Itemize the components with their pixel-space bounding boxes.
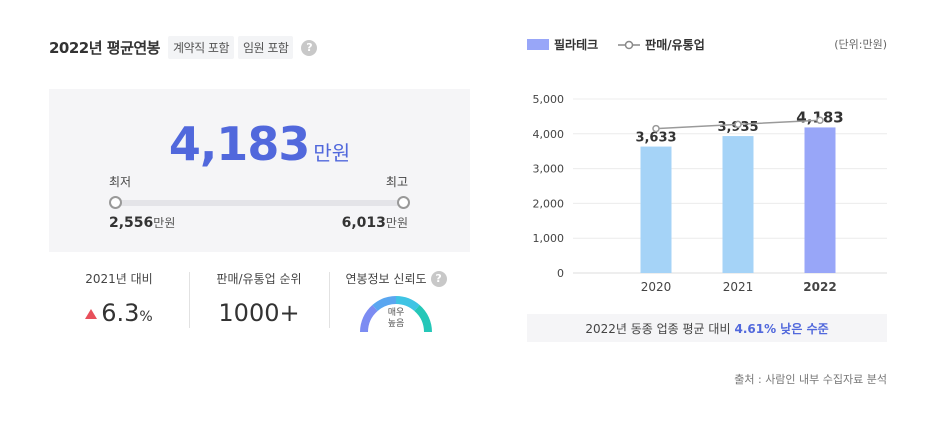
line-point [816, 116, 824, 124]
max-salary-unit: 만원 [385, 216, 408, 230]
y-tick-label: 0 [557, 267, 564, 280]
stat-reliability-label-wrap: 연봉정보 신뢰도? [322, 270, 470, 287]
help-icon[interactable]: ? [430, 270, 447, 287]
stat-reliability-label: 연봉정보 신뢰도 [345, 272, 427, 286]
average-salary-box: 4,183 만원 최저 최고 2,556만원 6,013만원 [49, 89, 470, 252]
min-salary-unit: 만원 [153, 216, 176, 230]
x-tick-label: 2020 [641, 280, 672, 294]
max-salary-value: 6,013 [341, 215, 386, 231]
line-legend-icon [618, 40, 641, 49]
line-point [652, 124, 660, 133]
average-salary-value: 4,183 [168, 117, 311, 171]
min-label: 최저 [109, 175, 132, 189]
bar-legend-swatch [527, 39, 549, 50]
stat-rank: 판매/유통업 순위 1000+ [189, 270, 329, 327]
tag-executive: 임원 포함 [238, 36, 294, 59]
stat-yoy-unit: % [139, 309, 153, 325]
stat-rank-value: 1000+ [218, 299, 300, 327]
stats-row: 2021년 대비 6.3% 판매/유통업 순위 1000+ 연봉정보 신뢰도? … [49, 270, 470, 333]
stat-rank-label: 판매/유통업 순위 [216, 272, 302, 286]
unit-note: (단위:만원) [834, 38, 887, 51]
y-tick-label: 5,000 [533, 93, 565, 106]
reliability-gauge [358, 294, 434, 336]
average-salary: 4,183 만원 [49, 117, 470, 171]
page-title: 2022년 평균연봉 [49, 39, 160, 57]
x-tick-label: 2021 [723, 280, 754, 294]
chart-summary: 2022년 동종 업종 평균 대비 4.61% 낮은 수준 [527, 314, 887, 342]
line-point [734, 120, 742, 129]
title-row: 2022년 평균연봉 계약직 포함 임원 포함 ? [49, 36, 318, 59]
range-max-knob [397, 196, 410, 209]
bar [640, 146, 672, 273]
range-min-knob [109, 196, 122, 209]
stat-yoy-value: 6.3 [101, 299, 140, 327]
min-salary-value: 2,556 [109, 215, 154, 231]
salary-summary-panel: 2022년 평균연봉 계약직 포함 임원 포함 ? 4,183 만원 최저 최고 … [49, 0, 470, 429]
y-tick-label: 1,000 [533, 232, 565, 245]
stat-reliability: 연봉정보 신뢰도? 매우 높음 [322, 270, 470, 333]
line-legend-label: 판매/유통업 [645, 38, 705, 52]
max-label: 최고 [385, 175, 408, 189]
tag-contract: 계약직 포함 [167, 36, 234, 59]
stat-yoy-value-wrap: 6.3% [49, 299, 189, 327]
stat-yoy: 2021년 대비 6.3% [49, 270, 189, 327]
bar-legend-label: 필라테크 [554, 38, 599, 52]
data-label: 3,633 [635, 131, 676, 146]
divider [329, 272, 330, 328]
reliability-value-line2: 높음 [387, 319, 405, 329]
y-tick-label: 4,000 [533, 128, 565, 141]
bar [804, 127, 836, 273]
reliability-value: 매우 높음 [322, 308, 470, 330]
stat-yoy-label: 2021년 대비 [85, 272, 153, 286]
bar [722, 136, 754, 273]
salary-range-bar [115, 200, 404, 206]
y-tick-label: 3,000 [533, 163, 565, 176]
salary-chart-panel: 필라테크 판매/유통업 (단위:만원) 0 1,000 2,000 3,000 4,00… [527, 0, 887, 429]
reliability-value-line1: 매우 [387, 308, 405, 318]
salary-chart: 01,0002,0003,0004,0005,0003,63320203,935… [533, 93, 887, 294]
chart-legend: 필라테크 판매/유통업 [527, 36, 705, 53]
average-salary-unit: 만원 [313, 141, 351, 165]
min-salary: 2,556만원 [109, 214, 175, 231]
chart-summary-prefix: 2022년 동종 업종 평균 대비 [585, 321, 731, 336]
divider [189, 272, 190, 328]
x-tick-label: 2022 [803, 280, 836, 294]
max-salary: 6,013만원 [342, 214, 408, 231]
up-arrow-icon [85, 309, 98, 319]
help-icon[interactable]: ? [301, 39, 318, 56]
source-note: 출처 : 사람인 내부 수집자료 분석 [734, 373, 887, 386]
y-tick-label: 2,000 [533, 197, 565, 210]
chart-summary-highlight: 4.61% 낮은 수준 [734, 321, 829, 336]
